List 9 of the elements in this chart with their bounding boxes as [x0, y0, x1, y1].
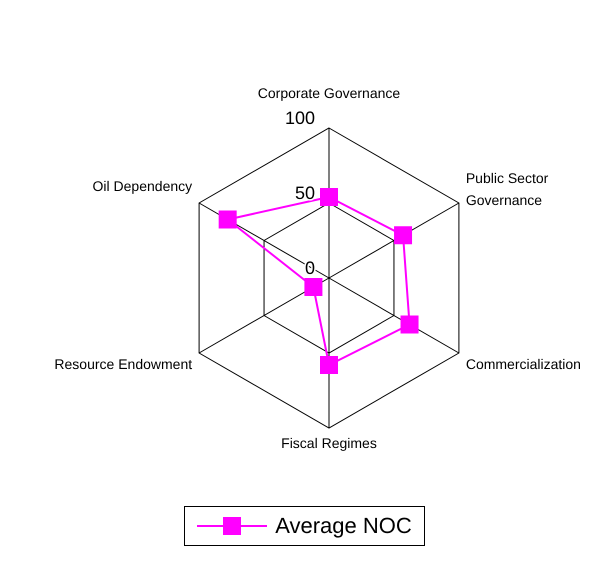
- y-tick-label: 100: [284, 108, 315, 128]
- legend-label: Average NOC: [275, 513, 412, 539]
- y-tick-label: 50: [294, 183, 315, 203]
- spoke-label: Corporate Governance: [258, 85, 400, 101]
- spoke-label: Oil Dependency: [92, 178, 192, 194]
- spoke-label: Fiscal Regimes: [281, 435, 377, 451]
- spoke-label: Commercialization: [466, 356, 581, 372]
- spoke-label: Public Sector Governance: [466, 170, 549, 208]
- spoke-label: Resource Endowment: [54, 356, 192, 372]
